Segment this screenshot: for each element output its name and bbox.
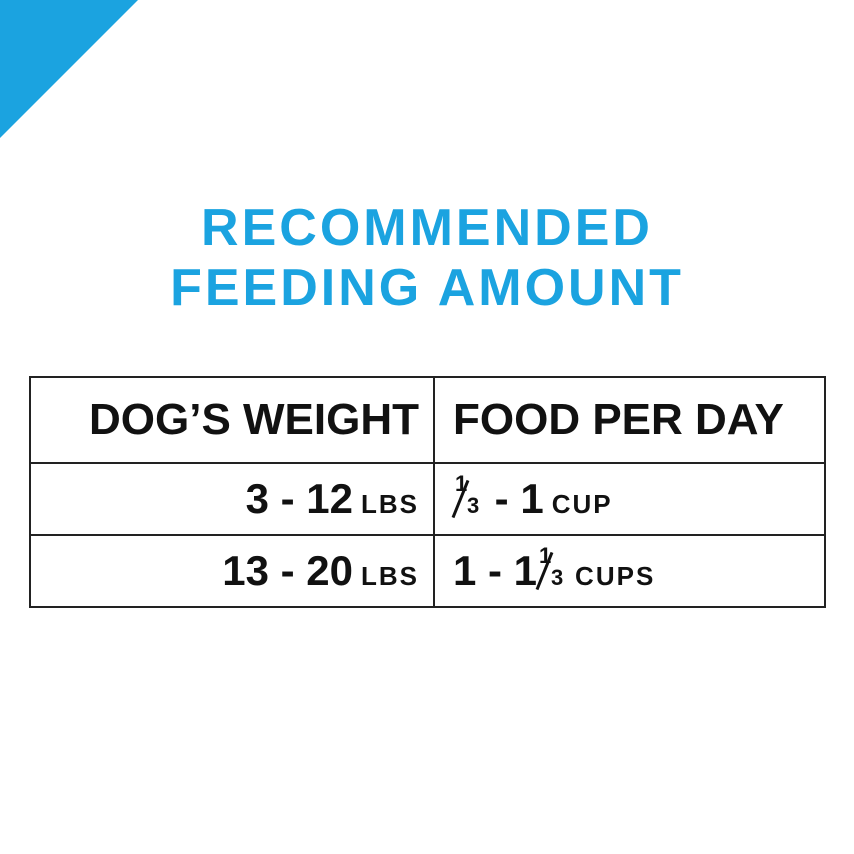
header-food-per-day: FOOD PER DAY <box>433 376 826 464</box>
weight-cell: 3 - 12 LBS <box>29 462 435 536</box>
table-header-row: DOG’S WEIGHT FOOD PER DAY <box>29 376 826 464</box>
weight-unit: LBS <box>361 489 419 519</box>
fraction-denominator: 3 <box>551 565 564 590</box>
weight-unit: LBS <box>361 561 419 591</box>
corner-triangle-decoration <box>0 0 138 138</box>
food-whole: 1 - 1 <box>453 547 538 594</box>
page-title: RECOMMENDED FEEDING AMOUNT <box>0 198 854 318</box>
title-line-2: FEEDING AMOUNT <box>170 259 684 317</box>
weight-value: 13 - 20 <box>222 547 353 594</box>
header-dogs-weight: DOG’S WEIGHT <box>29 376 435 464</box>
food-rest: - 1 <box>494 475 544 522</box>
fraction-denominator: 3 <box>467 493 480 518</box>
title-line-1: RECOMMENDED <box>201 199 653 257</box>
food-cell: 1 - 1 1 3 CUPS <box>433 534 826 608</box>
weight-cell: 13 - 20 LBS <box>29 534 435 608</box>
food-unit: CUPS <box>575 561 656 591</box>
food-unit: CUP <box>551 489 613 519</box>
table-row: 13 - 20 LBS 1 - 1 1 3 CUPS <box>29 534 826 608</box>
weight-value: 3 - 12 <box>245 475 353 522</box>
